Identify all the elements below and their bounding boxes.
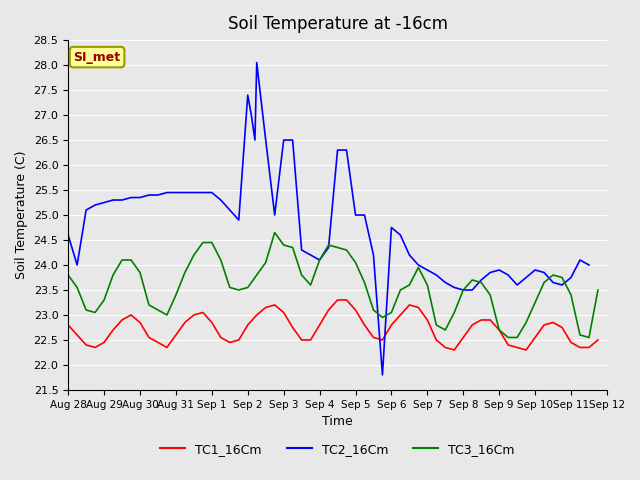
- Y-axis label: Soil Temperature (C): Soil Temperature (C): [15, 151, 28, 279]
- Legend: TC1_16Cm, TC2_16Cm, TC3_16Cm: TC1_16Cm, TC2_16Cm, TC3_16Cm: [156, 438, 520, 461]
- Title: Soil Temperature at -16cm: Soil Temperature at -16cm: [228, 15, 447, 33]
- Text: SI_met: SI_met: [74, 50, 121, 64]
- X-axis label: Time: Time: [322, 415, 353, 428]
